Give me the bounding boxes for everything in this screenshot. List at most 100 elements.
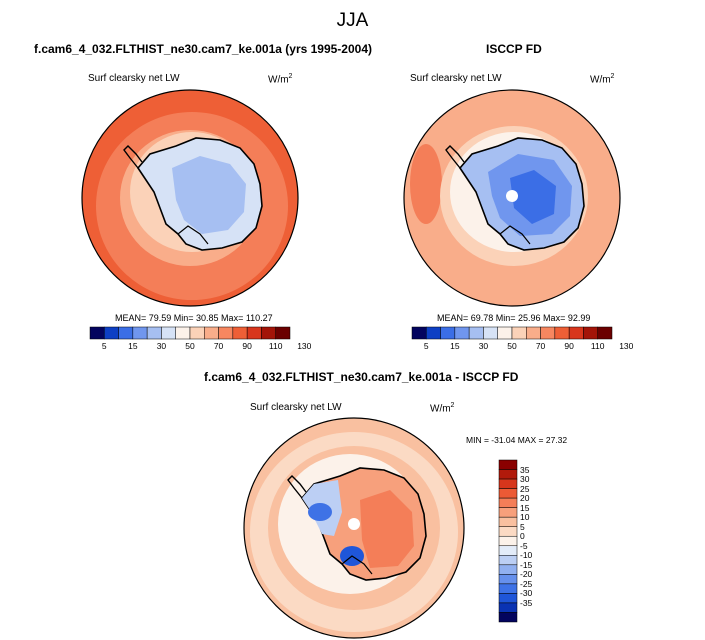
colorbar-tick-label: 130 (619, 341, 634, 351)
colorbar-swatch (526, 326, 541, 340)
colorbar-swatch (454, 326, 470, 340)
colorbar-tick-label: 0 (520, 531, 525, 542)
colorbar-swatch (468, 326, 484, 340)
colorbar-swatch (498, 574, 518, 585)
panel1-peninsula (123, 145, 143, 169)
colorbar-swatch (426, 326, 441, 340)
colorbar-swatch (498, 535, 518, 547)
colorbar-tick-label: 5 (520, 521, 525, 532)
colorbar-tick-label: 90 (564, 341, 574, 351)
colorbar-swatch (498, 555, 518, 566)
colorbar-tick-label: 50 (185, 341, 195, 351)
colorbar-swatch (583, 326, 598, 340)
colorbar-swatch (498, 497, 518, 508)
colorbar-tick-label: 30 (478, 341, 489, 351)
panel3-ross-embayment (341, 555, 373, 575)
panel1-title: f.cam6_4_032.FLTHIST_ne30.cam7_ke.001a (… (34, 42, 372, 56)
panel2-map (403, 89, 621, 307)
colorbar-tick-label: -35 (520, 597, 533, 608)
colorbar-swatch (498, 583, 518, 594)
colorbar-swatch (498, 478, 518, 489)
colorbar-swatch (189, 326, 205, 340)
panel1-colorbar (89, 326, 291, 340)
colorbar-swatch (497, 326, 513, 340)
colorbar-swatch (498, 459, 518, 470)
colorbar-swatch (597, 326, 613, 340)
panel3-title: f.cam6_4_032.FLTHIST_ne30.cam7_ke.001a -… (204, 370, 519, 384)
colorbar-tick-label: -15 (520, 559, 533, 570)
panel2-peninsula (445, 145, 465, 169)
panel3-land-warm-core (360, 490, 414, 568)
colorbar-swatch (161, 326, 176, 340)
panel2-pole-hole (506, 190, 518, 202)
colorbar-tick-label: -20 (520, 569, 533, 580)
colorbar-tick-label: -5 (520, 540, 528, 551)
panel3-colorbar-labels: 35 30 25 20 15 10 5 0 -5 -10 -15 -20 -25 -30 -35 (520, 460, 550, 622)
colorbar-tick-label: 15 (450, 341, 460, 351)
colorbar-tick-label: 35 (520, 464, 530, 475)
colorbar-swatch (511, 326, 527, 340)
colorbar-swatch (498, 602, 518, 613)
panel2-land-core (510, 170, 556, 224)
colorbar-tick-label: 25 (520, 483, 530, 494)
colorbar-tick-label: 5 (423, 341, 429, 351)
panel3-peninsula (287, 475, 307, 499)
colorbar-tick-label: 70 (213, 341, 224, 351)
colorbar-swatch (104, 326, 119, 340)
colorbar-tick-label: 10 (520, 512, 530, 523)
panel2-ocean-west (410, 144, 442, 224)
panel2-stats: MEAN= 69.78 Min= 25.96 Max= 92.99 (437, 313, 591, 323)
colorbar-tick-label: 15 (520, 502, 530, 513)
panel3-variable-label: Surf clearsky net LW (250, 402, 342, 413)
panel1-map (81, 89, 299, 307)
colorbar-swatch (175, 326, 191, 340)
colorbar-swatch (498, 612, 518, 623)
panel2-variable-label: Surf clearsky net LW (410, 73, 502, 84)
colorbar-swatch (540, 326, 556, 340)
panel2-colorbar (411, 326, 613, 340)
colorbar-swatch (261, 326, 276, 340)
panel3-colorbar (498, 459, 518, 623)
colorbar-tick-label: 70 (535, 341, 546, 351)
colorbar-swatch (498, 545, 518, 556)
panel2-units: W/m2 (590, 73, 615, 86)
panel3-map (243, 417, 465, 639)
colorbar-swatch (146, 326, 162, 340)
colorbar-swatch (232, 326, 248, 340)
colorbar-tick-label: -25 (520, 578, 533, 589)
colorbar-swatch (498, 469, 518, 480)
page-title: JJA (336, 10, 369, 31)
colorbar-swatch (498, 564, 518, 575)
colorbar-tick-label: 30 (156, 341, 167, 351)
colorbar-swatch (246, 326, 262, 340)
panel2-ross-embayment (499, 225, 531, 245)
colorbar-tick-label: -30 (520, 588, 533, 599)
colorbar-swatch (498, 526, 518, 537)
colorbar-swatch (132, 326, 148, 340)
colorbar-swatch (498, 507, 518, 518)
colorbar-tick-label: 110 (268, 341, 283, 351)
colorbar-swatch (498, 488, 518, 499)
panel1-colorbar-labels: 5 15 30 50 70 90 110 130 (90, 341, 311, 353)
colorbar-tick-label: 90 (242, 341, 252, 351)
colorbar-tick-label: 110 (590, 341, 605, 351)
colorbar-swatch (568, 326, 584, 340)
colorbar-tick-label: 15 (128, 341, 138, 351)
panel2-colorbar-labels: 5 15 30 50 70 90 110 130 (412, 341, 633, 353)
panel2-title: ISCCP FD (486, 42, 542, 56)
colorbar-swatch (440, 326, 456, 340)
panel3-stats: MIN = -31.04 MAX = 27.32 (466, 435, 568, 445)
colorbar-swatch (498, 593, 518, 604)
colorbar-swatch (89, 326, 105, 340)
colorbar-tick-label: 30 (520, 474, 530, 485)
colorbar-swatch (411, 326, 427, 340)
colorbar-swatch (554, 326, 570, 340)
panel1-units: W/m2 (268, 73, 293, 86)
colorbar-swatch (218, 326, 234, 340)
colorbar-swatch (498, 516, 518, 527)
colorbar-tick-label: 20 (520, 493, 530, 504)
panel1-variable-label: Surf clearsky net LW (88, 73, 180, 84)
panel1-stats: MEAN= 79.59 Min= 30.85 Max= 110.27 (115, 313, 273, 323)
colorbar-tick-label: -10 (520, 550, 533, 561)
panel3-units: W/m2 (430, 402, 455, 415)
